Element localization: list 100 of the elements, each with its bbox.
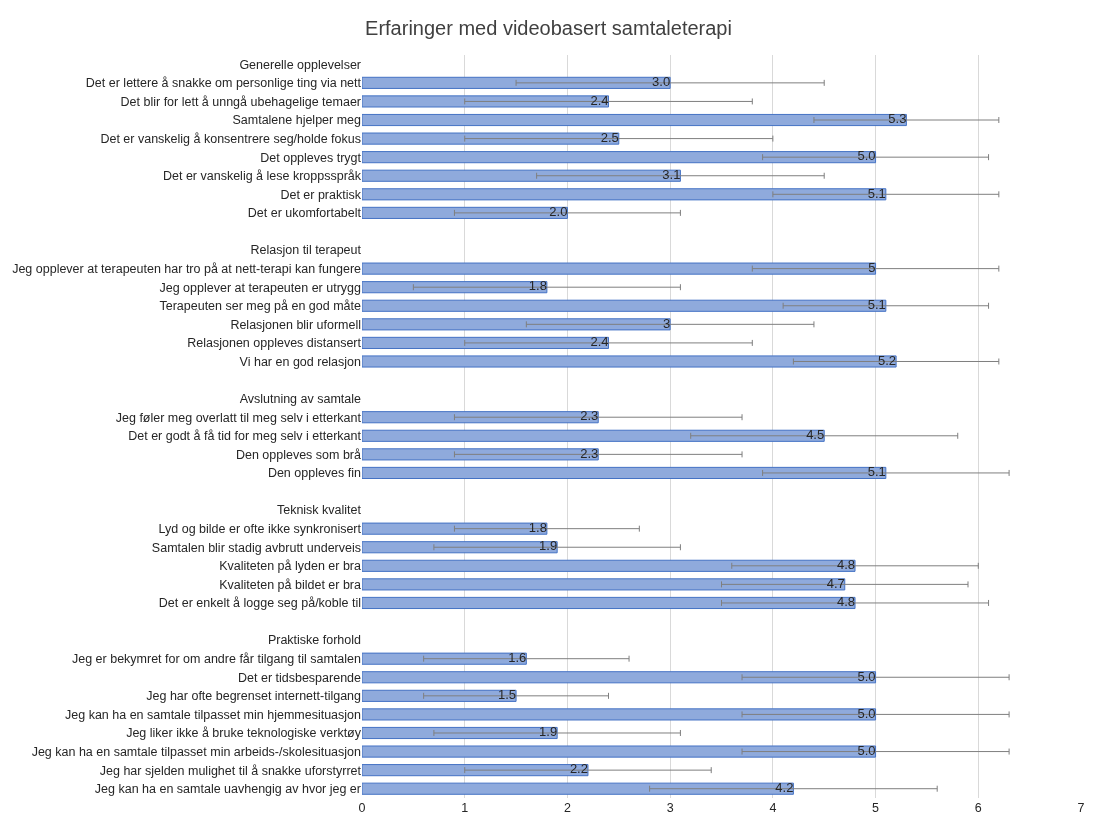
y-tick-label: Jeg har ofte begrenset internett-tilgang [146, 689, 362, 704]
x-tick-label: 6 [974, 800, 982, 815]
data-label: 5.0 [857, 742, 876, 758]
y-tick-label: Avslutning av samtale [239, 392, 362, 407]
y-tick-label: Samtalen blir stadig avbrutt underveis [151, 540, 361, 555]
y-tick-label: Det er tidsbesparende [238, 670, 362, 685]
y-tick-label: Relasjon til terapeut [250, 243, 362, 258]
data-label: 1.6 [508, 649, 527, 665]
bar [362, 188, 887, 201]
y-tick-label: Det oppleves trygt [260, 150, 362, 165]
y-tick-label: Lyd og bilde er ofte ikke synkronisert [158, 522, 362, 537]
data-label: 2.4 [590, 92, 609, 108]
y-tick-label: Jeg liker ikke å bruke teknologiske verktøy [126, 726, 362, 741]
y-tick-label: Jeg kan ha en samtale tilpasset min arbeids-/skolesituasjon [31, 744, 362, 759]
data-label: 5.1 [867, 464, 886, 480]
data-label: 1.8 [528, 278, 547, 294]
data-label: 5.2 [878, 352, 897, 368]
data-label: 4.8 [836, 557, 856, 573]
bar [362, 708, 877, 721]
y-tick-label: Det er vanskelig å lese kroppsspråk [162, 169, 362, 184]
data-label: 1.8 [528, 519, 547, 535]
data-label: 5.0 [857, 668, 876, 684]
bar [362, 411, 599, 424]
y-tick-label: Praktiske forhold [267, 633, 362, 648]
x-tick-label: 3 [666, 800, 674, 815]
y-tick-label: Det blir for lett å unngå ubehagelige temaer [120, 94, 361, 109]
y-tick-label: Teknisk kvalitet [276, 503, 362, 518]
y-tick-label: Jeg føler meg overlatt til meg selv i etterkant [115, 410, 362, 425]
bar [362, 466, 887, 480]
x-tick-label: 1 [461, 800, 469, 815]
y-tick-label: Den oppleves som brå [235, 447, 362, 462]
data-label: 2.5 [600, 129, 619, 145]
y-tick-label: Det er lettere å snakke om personlige ting via nett [85, 76, 362, 91]
bar [362, 299, 887, 312]
x-tick-label: 2 [563, 800, 571, 815]
x-tick-label: 7 [1077, 800, 1085, 815]
data-label: 1.9 [539, 538, 558, 554]
data-label: 1.5 [497, 687, 517, 703]
y-tick-label: Terapeuten ser meg på en god måte [159, 299, 362, 314]
data-label: 2.3 [580, 408, 599, 424]
bar [362, 652, 527, 665]
data-label: 2.0 [549, 204, 568, 220]
y-tick-label: Det er praktisk [280, 187, 362, 202]
y-tick-label: Jeg kan ha en samtale tilpasset min hjemmesituasjon [65, 707, 362, 722]
data-label: 3.0 [652, 74, 671, 90]
bar [362, 318, 671, 331]
data-label: 5.1 [867, 297, 886, 313]
y-tick-label: Jeg opplever at terapeuten er utrygg [159, 280, 362, 295]
y-tick-label: Det er godt å få tid for meg selv i etterkant [128, 429, 362, 444]
data-label: 5.0 [857, 148, 876, 164]
y-tick-label: Kvaliteten på bildet er bra [219, 577, 362, 592]
y-tick-label: Samtalene hjelper meg [232, 113, 362, 128]
y-tick-label: Det er enkelt å logge seg på/koble til [158, 596, 361, 611]
y-tick-label: Det er vanskelig å konsentrere seg/holde fokus [100, 131, 361, 146]
bar [362, 671, 877, 684]
bar [362, 689, 517, 702]
bar [362, 95, 610, 108]
y-tick-label: Vi har en god relasjon [239, 354, 362, 369]
bar [362, 113, 907, 127]
y-tick-label: Relasjonen blir uformell [230, 317, 361, 332]
x-tick-label: 5 [872, 800, 880, 815]
data-label: 3.1 [662, 166, 681, 182]
bar [362, 429, 825, 442]
data-label: 3 [662, 315, 671, 331]
y-tick-label: Jeg kan ha en samtale uavhengig av hvor jeg er [94, 782, 361, 797]
x-tick-label: 4 [769, 800, 777, 815]
bar [362, 522, 548, 535]
bar [362, 169, 681, 182]
bar [362, 559, 856, 572]
bar [362, 578, 846, 591]
data-label: 2.2 [569, 761, 588, 777]
bar [362, 151, 877, 164]
data-label: 5 [868, 259, 876, 275]
data-label: 4.8 [836, 594, 856, 610]
bar [362, 782, 794, 795]
data-label: 5.0 [857, 705, 876, 721]
bar [362, 262, 877, 275]
y-tick-label: Det er ukomfortabelt [247, 206, 362, 221]
bar [362, 541, 558, 554]
bar [362, 745, 877, 758]
y-tick-label: Generelle opplevelser [239, 57, 361, 72]
data-label: 4.2 [775, 779, 794, 795]
data-label: 5.1 [867, 185, 886, 201]
data-label: 4.7 [826, 575, 845, 591]
data-label: 2.4 [590, 334, 609, 350]
y-tick-label: Jeg har sjelden mulighet til å snakke uforstyrret [99, 763, 362, 778]
data-label: 4.5 [806, 427, 825, 443]
bar [362, 596, 856, 610]
y-tick-label: Jeg er bekymret for om andre får tilgang til samtalen [71, 652, 362, 667]
data-label: 5.3 [888, 111, 907, 127]
bar [362, 448, 599, 461]
y-tick-label: Jeg opplever at terapeuten har tro på at nett-terapi kan fungere [12, 261, 362, 276]
bar [362, 355, 897, 368]
y-tick-label: Den oppleves fin [267, 466, 362, 481]
x-tick-label: 0 [358, 800, 366, 815]
data-label: 2.3 [580, 445, 599, 461]
y-tick-label: Kvaliteten på lyden er bra [219, 559, 362, 574]
chart-title: Erfaringer med videobasert samtaleterapi [365, 16, 732, 39]
bar [362, 132, 620, 145]
bar [362, 281, 548, 294]
